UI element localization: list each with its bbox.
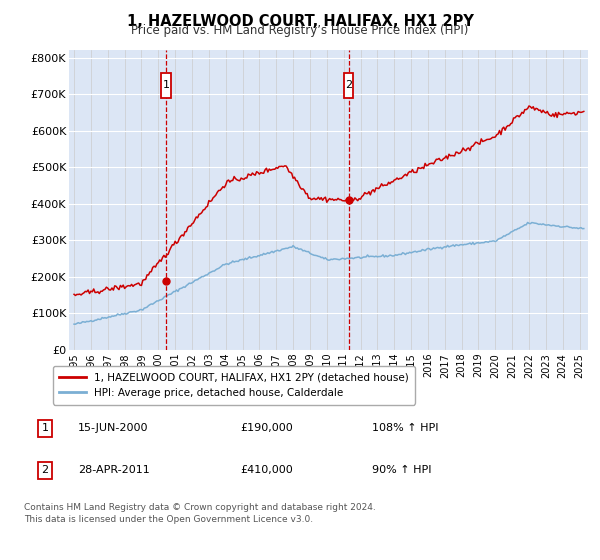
FancyBboxPatch shape bbox=[161, 73, 171, 98]
Text: £410,000: £410,000 bbox=[240, 465, 293, 475]
Text: £190,000: £190,000 bbox=[240, 423, 293, 433]
Text: This data is licensed under the Open Government Licence v3.0.: This data is licensed under the Open Gov… bbox=[24, 515, 313, 524]
Text: 1: 1 bbox=[41, 423, 49, 433]
Text: 1: 1 bbox=[163, 81, 170, 91]
Legend: 1, HAZELWOOD COURT, HALIFAX, HX1 2PY (detached house), HPI: Average price, detac: 1, HAZELWOOD COURT, HALIFAX, HX1 2PY (de… bbox=[53, 366, 415, 404]
Text: 1, HAZELWOOD COURT, HALIFAX, HX1 2PY: 1, HAZELWOOD COURT, HALIFAX, HX1 2PY bbox=[127, 14, 473, 29]
Text: Price paid vs. HM Land Registry’s House Price Index (HPI): Price paid vs. HM Land Registry’s House … bbox=[131, 24, 469, 37]
Text: 108% ↑ HPI: 108% ↑ HPI bbox=[372, 423, 439, 433]
Text: 90% ↑ HPI: 90% ↑ HPI bbox=[372, 465, 431, 475]
Text: Contains HM Land Registry data © Crown copyright and database right 2024.: Contains HM Land Registry data © Crown c… bbox=[24, 503, 376, 512]
FancyBboxPatch shape bbox=[344, 73, 353, 98]
Text: 2: 2 bbox=[345, 81, 352, 91]
Text: 28-APR-2011: 28-APR-2011 bbox=[78, 465, 150, 475]
Text: 2: 2 bbox=[41, 465, 49, 475]
Text: 15-JUN-2000: 15-JUN-2000 bbox=[78, 423, 149, 433]
